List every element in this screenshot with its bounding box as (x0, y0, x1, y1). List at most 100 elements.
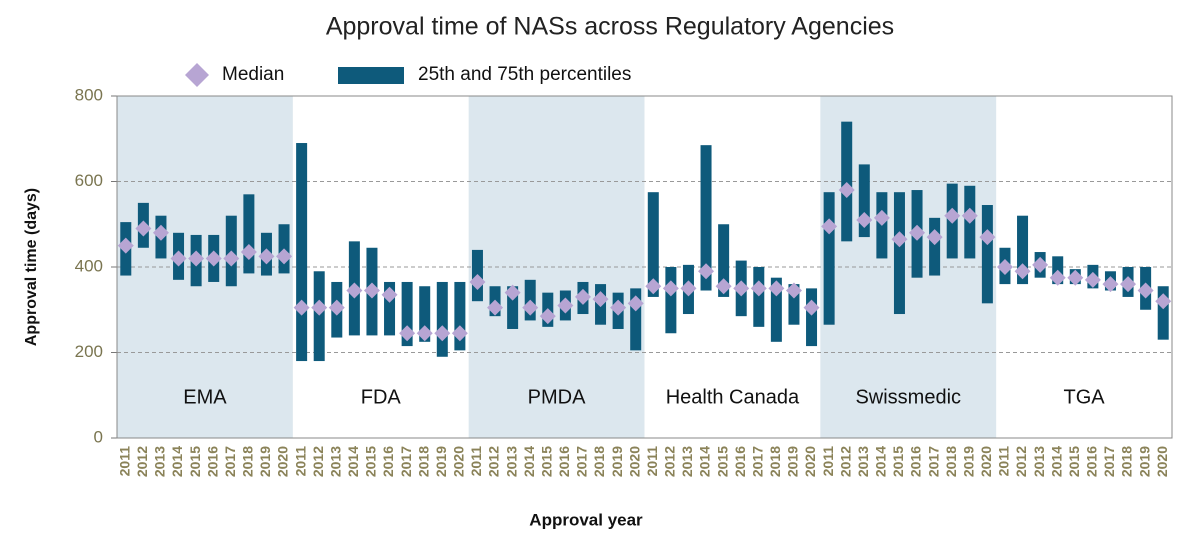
median-marker (346, 282, 363, 299)
legend-range-label: 25th and 75th percentiles (418, 64, 631, 85)
median-marker (909, 224, 926, 241)
x-tick-label: 2012 (837, 446, 853, 477)
x-tick-label: 2014 (697, 446, 713, 477)
median-marker (574, 288, 591, 305)
x-tick-label: 2015 (714, 446, 730, 477)
x-tick-label: 2015 (538, 446, 554, 477)
median-marker (1049, 269, 1066, 286)
median-marker (293, 299, 310, 316)
y-tick-label: 400 (75, 256, 103, 275)
median-marker (311, 299, 328, 316)
median-marker (381, 286, 398, 303)
x-tick-label: 2012 (662, 446, 678, 477)
median-marker (926, 229, 943, 246)
median-marker (135, 220, 152, 237)
median-marker (557, 297, 574, 314)
median-marker (258, 248, 275, 265)
x-tick-label: 2016 (1084, 446, 1100, 477)
percentile-bar (401, 281, 413, 347)
percentile-bar (929, 217, 941, 276)
median-marker (856, 211, 873, 228)
x-tick-label: 2017 (1101, 446, 1117, 477)
median-marker (170, 250, 187, 267)
median-marker (610, 299, 627, 316)
x-tick-label: 2015 (187, 446, 203, 477)
x-tick-label: 2019 (785, 446, 801, 477)
x-tick-label: 2019 (960, 446, 976, 477)
x-tick-label: 2014 (169, 446, 185, 477)
percentile-bar (770, 277, 782, 342)
y-axis-label: Approval time (days) (23, 188, 40, 346)
x-tick-label: 2018 (240, 446, 256, 477)
x-tick-label: 2018 (767, 446, 783, 477)
median-marker (662, 280, 679, 297)
median-marker (223, 250, 240, 267)
x-tick-label: 2013 (327, 446, 343, 477)
median-marker (451, 325, 468, 342)
median-marker (1155, 293, 1172, 310)
y-tick-label: 0 (94, 427, 103, 446)
x-tick-label: 2015 (1066, 446, 1082, 477)
x-tick-label: 2016 (732, 446, 748, 477)
x-tick-label: 2013 (679, 446, 695, 477)
group-label: TGA (1064, 386, 1106, 408)
legend-range-marker (338, 67, 404, 84)
median-marker (645, 278, 662, 295)
percentile-bar (647, 192, 659, 297)
median-marker (240, 244, 257, 261)
percentile-bar (665, 267, 677, 334)
x-tick-label: 2018 (415, 446, 431, 477)
x-tick-label: 2020 (978, 446, 994, 477)
median-marker (487, 299, 504, 316)
x-tick-label: 2011 (116, 446, 132, 477)
chart-title: Approval time of NASs across Regulatory … (326, 13, 894, 41)
median-marker (539, 308, 556, 325)
percentile-bar (1017, 215, 1029, 285)
percentile-bar (507, 286, 519, 329)
median-marker (1120, 276, 1137, 293)
group-label: EMA (183, 386, 227, 408)
percentile-bar (841, 121, 853, 242)
median-marker (944, 207, 961, 224)
x-tick-label: 2012 (134, 446, 150, 477)
median-marker (152, 224, 169, 241)
x-tick-label: 2012 (486, 446, 502, 477)
median-marker (504, 284, 521, 301)
median-marker (750, 280, 767, 297)
x-tick-label: 2013 (152, 446, 168, 477)
median-marker (873, 209, 890, 226)
x-tick-label: 2020 (626, 446, 642, 477)
median-marker (979, 229, 996, 246)
x-tick-label: 2016 (380, 446, 396, 477)
x-tick-label: 2013 (503, 446, 519, 477)
x-tick-label: 2018 (1119, 446, 1135, 477)
x-tick-label: 2020 (275, 446, 291, 477)
median-marker (821, 218, 838, 235)
group-label: Health Canada (666, 386, 800, 408)
group-label: PMDA (528, 386, 586, 408)
x-tick-label: 2015 (890, 446, 906, 477)
median-marker (363, 282, 380, 299)
x-tick-label: 2020 (1154, 446, 1170, 477)
median-marker (117, 237, 134, 254)
percentile-bar (858, 164, 870, 238)
plot-frame (116, 95, 1173, 439)
x-tick-label: 2020 (802, 446, 818, 477)
percentile-bar (630, 288, 642, 351)
median-marker (276, 248, 293, 265)
x-tick-label: 2011 (468, 446, 484, 477)
x-tick-label: 2011 (820, 446, 836, 477)
x-tick-label: 2020 (451, 446, 467, 477)
median-marker (891, 231, 908, 248)
median-marker (680, 280, 697, 297)
x-tick-label: 2014 (873, 446, 889, 477)
median-marker (785, 282, 802, 299)
median-marker (434, 325, 451, 342)
x-tick-label: 2017 (574, 446, 590, 477)
median-marker (399, 325, 416, 342)
x-tick-label: 2016 (556, 446, 572, 477)
median-marker (996, 259, 1013, 275)
median-marker (1067, 269, 1084, 286)
median-marker (1032, 256, 1049, 273)
